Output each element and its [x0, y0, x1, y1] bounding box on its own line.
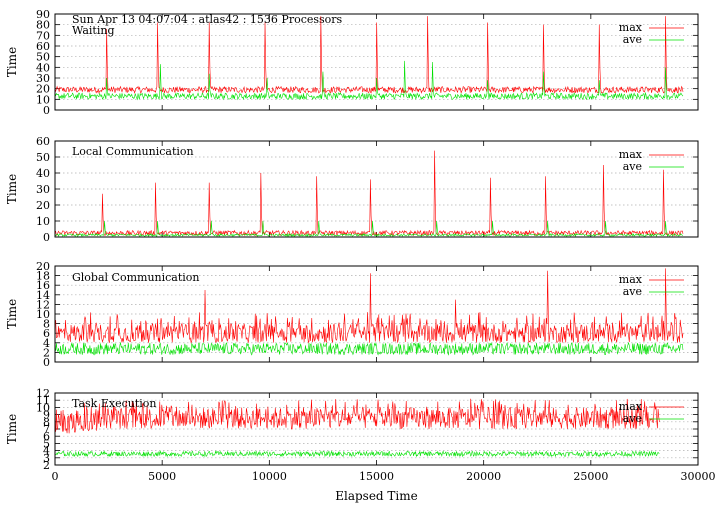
- x-tick-label: 10000: [252, 470, 287, 483]
- y-tick-label: 50: [36, 51, 50, 64]
- y-tick-label: 20: [36, 199, 50, 212]
- y-tick-label: 30: [36, 183, 50, 196]
- y-tick-label: 10: [36, 93, 50, 106]
- y-tick-label: 12: [36, 387, 50, 400]
- y-tick-label: 10: [36, 308, 50, 321]
- y-tick-label: 10: [36, 401, 50, 414]
- y-tick-label: 3: [43, 452, 50, 465]
- legend-label-ave: ave: [623, 33, 642, 46]
- plot-frame: [54, 392, 699, 466]
- y-tick-label: 5: [43, 437, 50, 450]
- series-line-max: [54, 268, 684, 344]
- series-line-ave: [54, 341, 684, 356]
- y-tick-label: 12: [36, 298, 50, 311]
- plot-frame: [54, 13, 699, 111]
- x-tick-label: 30000: [681, 470, 716, 483]
- y-tick-label: 18: [36, 270, 50, 283]
- y-tick-label: 2: [43, 346, 50, 359]
- panel-title: Global Communication: [72, 271, 200, 284]
- y-tick-label: 0: [43, 356, 50, 369]
- panel-title: Task Execution: [72, 397, 156, 410]
- y-tick-label: 0: [43, 104, 50, 117]
- series-line-ave: [54, 60, 684, 101]
- y-tick-label: 10: [36, 215, 50, 228]
- y-tick-label: 4: [43, 445, 50, 458]
- y-tick-label: 60: [36, 40, 50, 53]
- y-axis-label: Time: [5, 47, 19, 77]
- x-tick-label: 15000: [359, 470, 394, 483]
- plot-frame: [54, 140, 699, 238]
- y-tick-label: 0: [43, 231, 50, 244]
- header-timestamp: Sun Apr 13 04:07:04 : atlas42 : 1536 Pro…: [72, 13, 343, 26]
- y-tick-label: 90: [36, 8, 50, 21]
- x-tick-label: 0: [52, 470, 59, 483]
- y-tick-label: 6: [43, 327, 50, 340]
- y-tick-label: 40: [36, 61, 50, 74]
- legend-label-ave: ave: [623, 412, 642, 425]
- y-tick-label: 16: [36, 279, 50, 292]
- y-tick-label: 20: [36, 83, 50, 96]
- y-axis-label: Time: [5, 174, 19, 204]
- x-axis-label: Elapsed Time: [335, 489, 418, 503]
- y-tick-label: 4: [43, 337, 50, 350]
- panel-title: Waiting: [72, 24, 115, 37]
- y-tick-label: 40: [36, 167, 50, 180]
- series-line-ave: [54, 450, 660, 458]
- legend-label-max: max: [619, 21, 643, 34]
- y-tick-label: 50: [36, 151, 50, 164]
- series-line-ave: [54, 220, 684, 238]
- x-tick-label: 5000: [148, 470, 176, 483]
- y-tick-label: 8: [43, 318, 50, 331]
- x-tick-label: 25000: [573, 470, 608, 483]
- y-tick-label: 14: [36, 289, 50, 302]
- y-tick-label: 60: [36, 135, 50, 148]
- y-tick-label: 20: [36, 260, 50, 273]
- x-tick-label: 20000: [466, 470, 501, 483]
- plot-frame: [54, 265, 699, 363]
- y-axis-label: Time: [5, 414, 19, 444]
- series-line-max: [54, 398, 660, 434]
- y-tick-label: 70: [36, 29, 50, 42]
- legend-label-max: max: [619, 400, 643, 413]
- y-axis-label: Time: [5, 299, 19, 329]
- legend-label-max: max: [619, 148, 643, 161]
- panel-title: Local Communication: [72, 145, 194, 158]
- y-tick-label: 80: [36, 19, 50, 32]
- series-line-max: [54, 16, 684, 95]
- y-tick-label: 2: [43, 459, 50, 472]
- y-tick-label: 7: [43, 423, 50, 436]
- y-tick-label: 8: [43, 416, 50, 429]
- legend-label-ave: ave: [623, 160, 642, 173]
- legend-label-ave: ave: [623, 285, 642, 298]
- y-tick-label: 9: [43, 409, 50, 422]
- y-tick-label: 30: [36, 72, 50, 85]
- y-tick-label: 6: [43, 430, 50, 443]
- series-line-max: [54, 150, 684, 237]
- y-tick-label: 11: [36, 394, 50, 407]
- legend-label-max: max: [619, 273, 643, 286]
